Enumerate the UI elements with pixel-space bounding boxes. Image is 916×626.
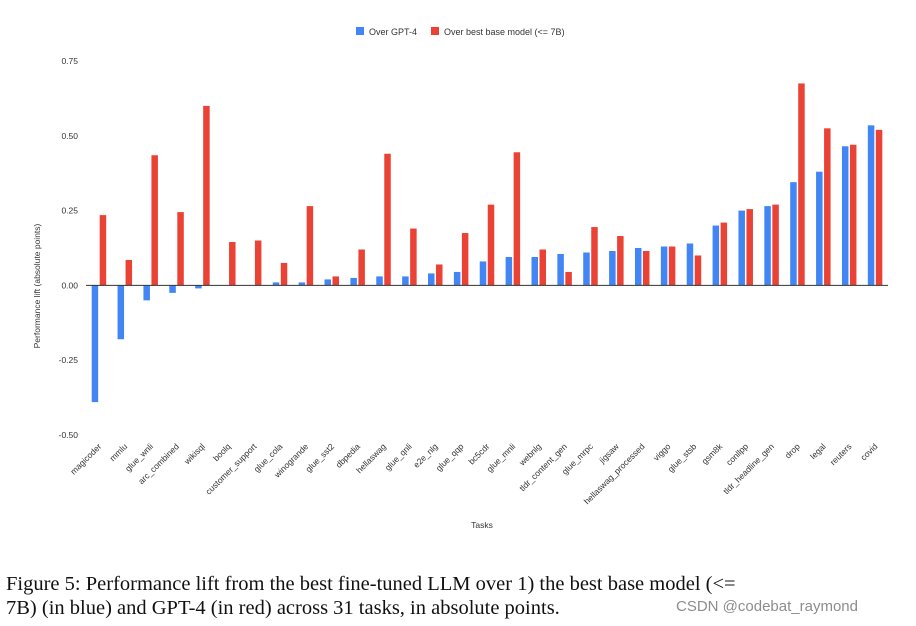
bar-base-jigsaw bbox=[617, 236, 624, 286]
y-tick-label: 0.00 bbox=[61, 280, 78, 290]
bar-base-glue_wnli bbox=[151, 155, 158, 286]
x-tick-label-viggo: viggo bbox=[651, 441, 673, 463]
bar-base-glue_sst2 bbox=[332, 276, 340, 286]
caption-line-1: Figure 5: Performance lift from the best… bbox=[6, 573, 736, 595]
x-tick-label-drop: drop bbox=[783, 441, 802, 460]
figure-caption: Figure 5: Performance lift from the best… bbox=[6, 572, 912, 620]
y-tick-label: -0.50 bbox=[59, 430, 79, 440]
bar-gpt4-winogrande bbox=[298, 282, 306, 286]
y-tick-label: -0.25 bbox=[59, 355, 79, 365]
bar-base-tldr_headline_gen bbox=[772, 204, 779, 286]
bar-base-drop bbox=[798, 83, 805, 286]
bar-base-bc5cdr bbox=[487, 204, 495, 286]
bar-base-glue_qqp bbox=[461, 233, 469, 286]
bar-gpt4-glue_qnli bbox=[402, 276, 409, 286]
bar-gpt4-hellaswag_processed bbox=[634, 248, 642, 286]
bar-gpt4-glue_sst2 bbox=[324, 279, 332, 286]
x-tick-label-glue_mnli: glue_mnli bbox=[484, 441, 517, 474]
x-tick-label-mmlu: mmlu bbox=[107, 441, 129, 463]
legend-label-gpt4: Over GPT-4 bbox=[369, 27, 417, 37]
bar-base-glue_cola bbox=[280, 262, 288, 286]
x-tick-label-magicoder: magicoder bbox=[68, 441, 103, 476]
x-tick-label-glue_qqp: glue_qqp bbox=[434, 441, 466, 473]
bar-gpt4-legal bbox=[816, 171, 823, 286]
x-tick-label-glue_stsb: glue_stsb bbox=[666, 441, 699, 474]
bar-gpt4-conllpp bbox=[738, 210, 745, 286]
y-tick-label: 0.75 bbox=[61, 56, 78, 66]
bar-gpt4-glue_mnli bbox=[505, 256, 513, 286]
bar-base-customer_support bbox=[254, 240, 262, 286]
bar-base-glue_mnli bbox=[513, 152, 521, 286]
bar-base-webnlg bbox=[539, 249, 546, 286]
bar-gpt4-glue_wnli bbox=[143, 285, 150, 301]
bar-base-glue_qnli bbox=[410, 228, 417, 286]
caption-line-2: 7B) (in blue) and GPT-4 (in red) across … bbox=[6, 597, 560, 619]
bar-gpt4-mmlu bbox=[117, 285, 125, 340]
bar-base-arc_combined bbox=[177, 212, 184, 286]
bar-gpt4-tldr_content_gen bbox=[557, 253, 564, 286]
bar-base-e2e_nlg bbox=[436, 264, 443, 286]
bar-base-gsm8k bbox=[720, 222, 728, 286]
bar-gpt4-jigsaw bbox=[609, 250, 616, 286]
bar-base-covid bbox=[875, 129, 883, 286]
watermark: CSDN @codebat_raymond bbox=[676, 598, 858, 615]
bar-gpt4-reuters bbox=[841, 146, 849, 286]
bar-gpt4-dbpedia bbox=[350, 277, 357, 286]
legend-swatch-base bbox=[431, 27, 439, 35]
bar-gpt4-wikisql bbox=[195, 285, 202, 289]
bar-gpt4-viggo bbox=[660, 246, 668, 286]
bar-base-wikisql bbox=[203, 105, 210, 286]
bar-base-conllpp bbox=[746, 209, 753, 286]
bars bbox=[91, 83, 883, 403]
bar-gpt4-magicoder bbox=[91, 285, 99, 403]
bar-base-hellaswag bbox=[384, 153, 391, 286]
bar-gpt4-tldr_headline_gen bbox=[764, 206, 771, 286]
bar-gpt4-glue_mrpc bbox=[583, 252, 590, 286]
bar-gpt4-arc_combined bbox=[169, 285, 176, 293]
x-tick-label-covid: covid bbox=[858, 441, 879, 462]
bar-base-glue_mrpc bbox=[591, 227, 598, 286]
bar-gpt4-glue_cola bbox=[272, 282, 280, 286]
bar-gpt4-glue_stsb bbox=[686, 243, 694, 286]
x-tick-label-gsm8k: gsm8k bbox=[699, 441, 724, 466]
bar-base-magicoder bbox=[99, 215, 107, 286]
x-tick-label-glue_qnli: glue_qnli bbox=[383, 441, 414, 472]
legend-swatch-gpt4 bbox=[356, 27, 364, 35]
bar-base-mmlu bbox=[125, 259, 133, 286]
bar-gpt4-covid bbox=[867, 125, 875, 286]
bar-gpt4-glue_qqp bbox=[453, 271, 461, 286]
x-tick-label-boolq: boolq bbox=[211, 441, 233, 463]
bar-gpt4-gsm8k bbox=[712, 225, 720, 286]
x-tick-label-legal: legal bbox=[808, 441, 828, 461]
x-tick-label-wikisql: wikisql bbox=[181, 441, 207, 467]
bar-base-boolq bbox=[229, 242, 236, 286]
bar-chart: Over GPT-4 Over best base model (<= 7B) … bbox=[32, 27, 888, 530]
bar-base-tldr_content_gen bbox=[565, 271, 572, 286]
bar-gpt4-hellaswag bbox=[376, 276, 383, 286]
legend-label-base: Over best base model (<= 7B) bbox=[444, 27, 565, 37]
bar-base-hellaswag_processed bbox=[642, 250, 650, 286]
bar-base-reuters bbox=[849, 144, 857, 286]
bar-gpt4-webnlg bbox=[531, 256, 538, 286]
legend: Over GPT-4 Over best base model (<= 7B) bbox=[356, 27, 565, 37]
y-axis-ticks: -0.50 -0.25 0.00 0.25 0.50 0.75 bbox=[59, 56, 79, 440]
y-axis-title: Performance lift (absolute points) bbox=[32, 223, 42, 348]
x-tick-label-glue_sst2: glue_sst2 bbox=[303, 441, 336, 474]
bar-base-viggo bbox=[668, 246, 676, 286]
x-tick-label-reuters: reuters bbox=[828, 441, 854, 467]
bar-base-glue_stsb bbox=[694, 255, 702, 286]
y-tick-label: 0.50 bbox=[61, 131, 78, 141]
bar-gpt4-drop bbox=[790, 182, 797, 286]
bar-base-dbpedia bbox=[358, 249, 365, 286]
bar-base-legal bbox=[824, 128, 831, 286]
bar-gpt4-e2e_nlg bbox=[428, 273, 435, 286]
bar-base-winogrande bbox=[306, 206, 314, 286]
bar-gpt4-bc5cdr bbox=[479, 261, 487, 286]
x-axis-title: Tasks bbox=[471, 520, 493, 530]
y-tick-label: 0.25 bbox=[61, 206, 78, 216]
